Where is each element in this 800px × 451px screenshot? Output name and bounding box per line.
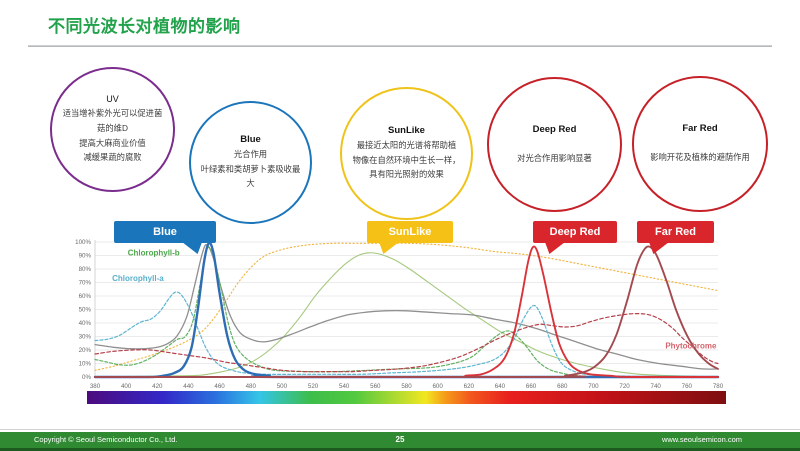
x-axis-label: 560 [370, 383, 381, 390]
circle-text-line: 菇的维D [97, 122, 128, 133]
y-axis-label: 0% [82, 374, 91, 381]
y-axis-label: 60% [79, 293, 92, 300]
info-circle-sunlike: SunLike 最接近太阳的光谱将帮助植 物像在自然环境中生长一样， 具有阳光照射的效… [340, 87, 473, 220]
series-far-red-led [94, 245, 719, 378]
series-label-phytochrome: Phytochrome [665, 342, 717, 351]
x-axis-label: 540 [339, 383, 350, 390]
info-circle-blue: Blue 光合作用叶绿素和类胡萝卜素吸收最大 [189, 101, 312, 224]
circle-text-line: 大 [246, 178, 255, 189]
ribbon-far-red: Far Red [637, 221, 714, 254]
y-axis-label: 70% [79, 280, 92, 287]
circle-text-line: 最接近太阳的光谱将帮助植 [356, 140, 457, 151]
x-axis-label: 600 [432, 383, 443, 390]
series-deep-red-led [94, 245, 719, 378]
series-white-led [94, 243, 719, 370]
x-axis-label: 620 [464, 383, 475, 390]
series-label-chlorophyll-a: Chlorophyll-a [112, 274, 164, 283]
x-axis-label: 680 [557, 383, 568, 390]
x-axis-label: 720 [619, 383, 630, 390]
ribbon-label: Deep Red [549, 226, 601, 238]
y-axis-label: 30% [79, 334, 92, 341]
series-chlorophyll-b [94, 246, 719, 378]
footer: Copyright © Seoul Semiconductor Co., Ltd… [0, 432, 800, 451]
circle-text-line: 具有阳光照射的效果 [369, 169, 444, 180]
page-title: 不同光波长对植物的影响 [48, 17, 241, 36]
x-axis-label: 460 [214, 383, 225, 390]
y-axis-label: 100% [75, 239, 91, 246]
circle-text-line: 叶绿素和类胡萝卜素吸收最 [200, 163, 301, 174]
y-axis-label: 40% [79, 320, 92, 327]
series-sunlight [94, 242, 719, 371]
series-chlorophyll-a [94, 291, 719, 378]
info-circle-far-red: Far Red 影响开花及植株的避荫作用 [632, 76, 768, 212]
circle-title: SunLike [388, 125, 425, 137]
circle-text-line: 光合作用 [233, 149, 268, 160]
y-axis-label: 10% [79, 361, 92, 368]
x-axis-label: 500 [277, 383, 288, 390]
x-axis-label: 420 [152, 383, 163, 390]
ribbon-label: SunLike [388, 226, 432, 238]
copyright-text: Copyright © Seoul Semiconductor Co., Ltd… [34, 435, 178, 444]
info-circle-uv: UV 适当增补紫外光可以促进菌 菇的维D 提高大麻商业价值 减缓果蔬的腐败 [50, 67, 175, 192]
x-axis-label: 740 [651, 383, 662, 390]
x-axis-label: 580 [401, 383, 412, 390]
circle-text-line: 物像在自然环境中生长一样， [352, 154, 461, 165]
x-axis-label: 520 [308, 383, 319, 390]
circle-text-line: 对光合作用影响显著 [517, 152, 592, 163]
y-axis-label: 80% [79, 266, 92, 273]
circle-text-line: 减缓果蔬的腐败 [83, 152, 142, 163]
circle-title: Blue [240, 134, 261, 146]
x-axis-label: 380 [90, 383, 101, 390]
x-axis-label: 400 [121, 383, 132, 390]
circle-text-line: 提高大麻商业价值 [79, 137, 146, 148]
circle-text-line: 适当增补紫外光可以促进菌 [62, 108, 163, 119]
x-axis-label: 480 [246, 383, 257, 390]
series-phytochrome [94, 313, 719, 373]
x-axis-label: 700 [588, 383, 599, 390]
spectrum-chart: 100% 90% 80% 70% 60% 50% 40% 30% 20% 10% 0% 380 400 4… [75, 239, 724, 390]
website-text: www.seoulsemicon.com [661, 435, 742, 444]
x-axis-label: 660 [526, 383, 537, 390]
ribbon-deep-red: Deep Red [533, 221, 617, 254]
x-axis-label: 760 [682, 383, 693, 390]
title-divider [28, 45, 772, 47]
info-circle-deep-red: Deep Red 对光合作用影响显著 [487, 77, 622, 212]
footer-divider [0, 429, 800, 430]
y-axis-label: 90% [79, 253, 92, 260]
ribbon-blue: Blue [114, 221, 216, 254]
circle-title: UV [106, 94, 119, 105]
circle-text-line: 影响开花及植株的避荫作用 [650, 152, 750, 163]
y-axis-label: 50% [79, 307, 92, 314]
series-green-response [94, 252, 719, 378]
x-axis-label: 440 [183, 383, 194, 390]
ribbon-label: Far Red [655, 226, 696, 238]
circle-title: Far Red [682, 123, 718, 135]
ribbon-label: Blue [153, 226, 177, 238]
ribbon-sunlike: SunLike [367, 221, 453, 254]
y-axis-label: 20% [79, 347, 92, 354]
circle-title: Deep Red [532, 123, 577, 135]
spectrum-color-bar [87, 391, 726, 404]
x-axis-label: 640 [495, 383, 506, 390]
x-axis-label: 780 [713, 383, 724, 390]
page-number: 25 [395, 435, 405, 444]
series-label-chlorophyll-b: Chlorophyll-b [128, 249, 180, 258]
